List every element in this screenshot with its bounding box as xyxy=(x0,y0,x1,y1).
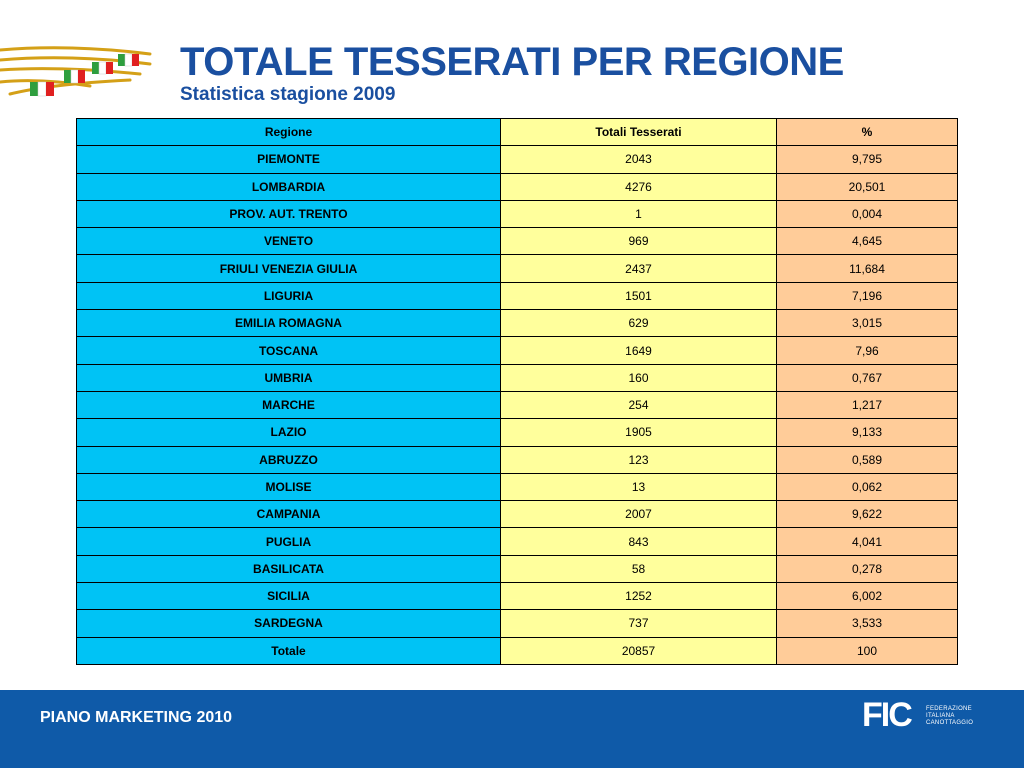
table-row: MARCHE 254 1,217 xyxy=(76,390,958,420)
cell-percent: 1,217 xyxy=(776,390,958,420)
cell-region: EMILIA ROMAGNA xyxy=(76,309,501,338)
table-body: PIEMONTE 2043 9,795 LOMBARDIA 4276 20,501 PROV… xyxy=(76,145,958,665)
cell-region: LAZIO xyxy=(76,418,501,447)
footer-bar: PIANO MARKETING 2010 FIC FEDERAZIONE ITA… xyxy=(0,690,1024,768)
table-row: LAZIO 1905 9,133 xyxy=(76,418,958,447)
table-row: Totale 20857 100 xyxy=(76,636,958,665)
region-stats-table: Regione Totali Tesserati % PIEMONTE 2043 9… xyxy=(76,117,958,665)
cell-totals: 1905 xyxy=(500,418,777,447)
cell-region: CAMPANIA xyxy=(76,500,501,529)
cell-totals: 2007 xyxy=(500,500,777,529)
cell-percent: 20,501 xyxy=(776,172,958,201)
fic-logo-mark: FIC xyxy=(862,696,913,734)
cell-region: ABRUZZO xyxy=(76,445,501,474)
cell-percent: 3,015 xyxy=(776,309,958,338)
cell-region: PIEMONTE xyxy=(76,145,501,174)
cell-percent: 0,767 xyxy=(776,363,958,392)
cell-region: FRIULI VENEZIA GIULIA xyxy=(76,254,501,283)
table-row: TOSCANA 1649 7,96 xyxy=(76,336,958,365)
table-row: PROV. AUT. TRENTO 1 0,004 xyxy=(76,199,958,229)
cell-totals: 843 xyxy=(500,527,777,556)
cell-region: PROV. AUT. TRENTO xyxy=(76,199,501,229)
table-row: LIGURIA 1501 7,196 xyxy=(76,281,958,311)
header-percent: % xyxy=(776,117,958,147)
cell-totals: 1 xyxy=(500,199,777,229)
table-row: UMBRIA 160 0,767 xyxy=(76,363,958,392)
table-row: CAMPANIA 2007 9,622 xyxy=(76,500,958,529)
cell-totals: 1501 xyxy=(500,281,777,311)
cell-region: SICILIA xyxy=(76,582,501,611)
cell-percent: 6,002 xyxy=(776,582,958,611)
page-subtitle: Statistica stagione 2009 xyxy=(180,84,396,105)
cell-percent: 4,645 xyxy=(776,227,958,256)
cell-percent: 9,133 xyxy=(776,418,958,447)
cell-region: MOLISE xyxy=(76,472,501,502)
cell-percent: 100 xyxy=(776,636,958,665)
cell-percent: 0,589 xyxy=(776,445,958,474)
table-row: EMILIA ROMAGNA 629 3,015 xyxy=(76,309,958,338)
table-row: PUGLIA 843 4,041 xyxy=(76,527,958,556)
fic-logo-line: FEDERAZIONE xyxy=(926,706,972,712)
cell-percent: 3,533 xyxy=(776,609,958,638)
cell-region: PUGLIA xyxy=(76,527,501,556)
table-row: SARDEGNA 737 3,533 xyxy=(76,609,958,638)
table-row: MOLISE 13 0,062 xyxy=(76,472,958,502)
table-row: BASILICATA 58 0,278 xyxy=(76,554,958,584)
cell-percent: 9,795 xyxy=(776,145,958,174)
cell-region: Totale xyxy=(76,636,501,665)
cell-totals: 737 xyxy=(500,609,777,638)
rowing-flags-logo xyxy=(0,46,152,97)
cell-totals: 1649 xyxy=(500,336,777,365)
cell-percent: 9,622 xyxy=(776,500,958,529)
table-row: VENETO 969 4,645 xyxy=(76,227,958,256)
table-row: PIEMONTE 2043 9,795 xyxy=(76,145,958,174)
page-title: TOTALE TESSERATI PER REGIONE xyxy=(180,40,844,84)
cell-percent: 0,062 xyxy=(776,472,958,502)
cell-totals: 4276 xyxy=(500,172,777,201)
fic-logo: FIC FEDERAZIONE ITALIANA CANOTTAGGIO xyxy=(862,698,992,732)
cell-totals: 160 xyxy=(500,363,777,392)
cell-percent: 7,196 xyxy=(776,281,958,311)
cell-totals: 969 xyxy=(500,227,777,256)
cell-percent: 0,004 xyxy=(776,199,958,229)
cell-percent: 0,278 xyxy=(776,554,958,584)
fic-logo-text: FEDERAZIONE ITALIANA CANOTTAGGIO xyxy=(926,706,992,727)
cell-region: TOSCANA xyxy=(76,336,501,365)
cell-totals: 123 xyxy=(500,445,777,474)
cell-region: LIGURIA xyxy=(76,281,501,311)
cell-region: VENETO xyxy=(76,227,501,256)
cell-totals: 20857 xyxy=(500,636,777,665)
cell-region: BASILICATA xyxy=(76,554,501,584)
table-row: FRIULI VENEZIA GIULIA 2437 11,684 xyxy=(76,254,958,283)
table-row: LOMBARDIA 4276 20,501 xyxy=(76,172,958,201)
cell-totals: 254 xyxy=(500,390,777,420)
table-row: ABRUZZO 123 0,589 xyxy=(76,445,958,474)
cell-percent: 7,96 xyxy=(776,336,958,365)
table-row: SICILIA 1252 6,002 xyxy=(76,582,958,611)
table-header-row: Regione Totali Tesserati % xyxy=(76,117,958,147)
cell-totals: 2437 xyxy=(500,254,777,283)
header-totals: Totali Tesserati xyxy=(500,117,777,147)
cell-totals: 629 xyxy=(500,309,777,338)
cell-percent: 11,684 xyxy=(776,254,958,283)
cell-totals: 1252 xyxy=(500,582,777,611)
fic-logo-line: ITALIANA xyxy=(926,713,955,719)
cell-totals: 58 xyxy=(500,554,777,584)
cell-percent: 4,041 xyxy=(776,527,958,556)
cell-region: MARCHE xyxy=(76,390,501,420)
fic-logo-line: CANOTTAGGIO xyxy=(926,720,974,726)
cell-region: LOMBARDIA xyxy=(76,172,501,201)
cell-region: UMBRIA xyxy=(76,363,501,392)
cell-region: SARDEGNA xyxy=(76,609,501,638)
footer-text: PIANO MARKETING 2010 xyxy=(40,709,233,726)
cell-totals: 2043 xyxy=(500,145,777,174)
header-region: Regione xyxy=(76,117,501,147)
cell-totals: 13 xyxy=(500,472,777,502)
